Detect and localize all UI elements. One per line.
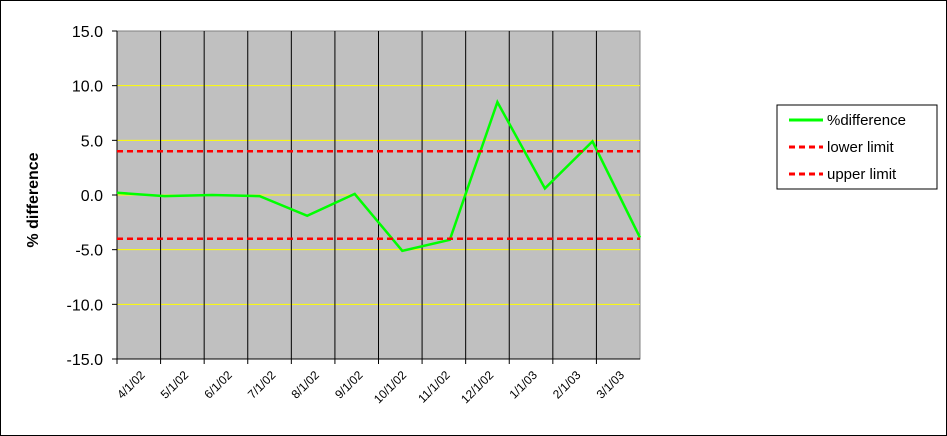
x-tick-label: 7/1/02 <box>245 368 279 402</box>
series-line-difference <box>116 99 642 253</box>
x-tick-label: 12/1/02 <box>458 368 496 406</box>
legend-label: upper limit <box>827 166 897 183</box>
legend-label: %difference <box>827 112 906 129</box>
x-tick-label: 3/1/03 <box>594 368 628 402</box>
x-tick-label: 6/1/02 <box>201 368 235 402</box>
x-tick-label: 11/1/02 <box>415 368 453 406</box>
y-tick-label: -15.0 <box>67 352 104 369</box>
x-tick-label: 10/1/02 <box>371 368 409 406</box>
y-tick-label: -10.0 <box>67 297 104 314</box>
x-tick-label: 9/1/02 <box>332 368 366 402</box>
y-tick-label: 10.0 <box>72 79 103 96</box>
x-tick-label: 8/1/02 <box>289 368 323 402</box>
y-tick-label: 0.0 <box>81 188 103 205</box>
x-tick-label: 1/1/03 <box>506 368 540 402</box>
x-tick-label: 2/1/03 <box>550 368 584 402</box>
y-axis-label: % difference <box>25 152 42 247</box>
y-tick-label: 5.0 <box>81 133 103 150</box>
legend-label: lower limit <box>827 139 895 156</box>
x-tick-label: 4/1/02 <box>114 368 148 402</box>
y-tick-label: -5.0 <box>75 243 103 260</box>
x-tick-label: 5/1/02 <box>158 368 192 402</box>
y-tick-label: 15.0 <box>72 24 103 41</box>
